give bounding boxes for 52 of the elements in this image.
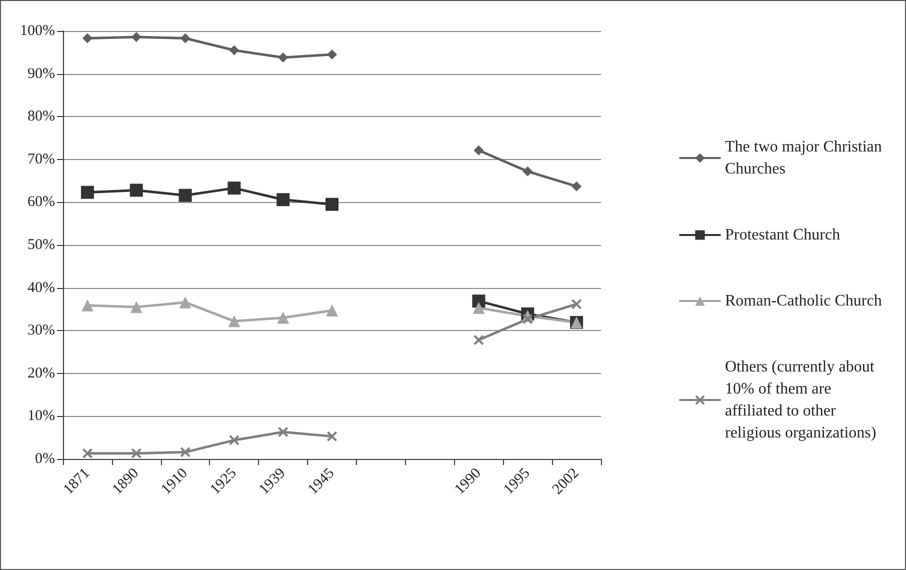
point bbox=[474, 335, 484, 346]
point bbox=[131, 32, 142, 42]
point bbox=[276, 193, 290, 206]
x-tick-label: 1890 bbox=[110, 465, 142, 498]
point bbox=[131, 448, 142, 458]
point bbox=[522, 166, 533, 176]
point bbox=[327, 50, 337, 60]
y-tick-label: 80% bbox=[28, 108, 55, 125]
y-tick-label: 70% bbox=[28, 151, 55, 168]
legend-label: Roman-Catholic Church bbox=[725, 292, 882, 310]
point bbox=[326, 304, 338, 316]
point bbox=[277, 312, 290, 324]
legend-label: The two major Christian Churches bbox=[725, 138, 886, 178]
point bbox=[474, 145, 484, 156]
legend-label: Others (currently about 10% of them are affiliated to other religious organizations) bbox=[725, 358, 878, 442]
point bbox=[228, 315, 240, 328]
point bbox=[228, 182, 241, 195]
point bbox=[81, 299, 94, 312]
point bbox=[80, 186, 94, 199]
y-tick-label: 30% bbox=[28, 322, 55, 339]
point bbox=[472, 302, 485, 314]
x-tick-label: 1990 bbox=[452, 465, 484, 498]
legend-label: Protestant Church bbox=[725, 226, 840, 244]
point bbox=[179, 296, 192, 308]
y-tick-label: 40% bbox=[28, 280, 55, 296]
point bbox=[327, 431, 337, 442]
y-tick-label: 20% bbox=[28, 365, 55, 382]
y-tick-label: 60% bbox=[28, 194, 55, 210]
x-tick-label: 1910 bbox=[158, 465, 191, 498]
point bbox=[180, 447, 190, 458]
point bbox=[82, 448, 92, 458]
point bbox=[82, 33, 92, 44]
y-tick-label: 50% bbox=[28, 237, 55, 253]
point bbox=[278, 52, 288, 63]
x-tick-label: 1939 bbox=[256, 465, 289, 498]
y-tick-label: 0% bbox=[35, 451, 55, 467]
point bbox=[572, 299, 582, 310]
point bbox=[130, 301, 142, 314]
y-tick-label: 90% bbox=[28, 66, 55, 82]
point bbox=[229, 45, 240, 56]
point bbox=[572, 181, 582, 192]
y-tick-label: 100% bbox=[20, 23, 55, 39]
point bbox=[522, 314, 533, 324]
point bbox=[472, 294, 486, 308]
point bbox=[130, 184, 143, 197]
y-tick-label: 10% bbox=[28, 408, 55, 424]
x-tick-label: 1871 bbox=[60, 465, 94, 498]
point bbox=[278, 427, 288, 438]
point bbox=[178, 188, 192, 202]
point bbox=[326, 198, 338, 211]
point bbox=[229, 435, 240, 446]
point bbox=[180, 33, 190, 44]
